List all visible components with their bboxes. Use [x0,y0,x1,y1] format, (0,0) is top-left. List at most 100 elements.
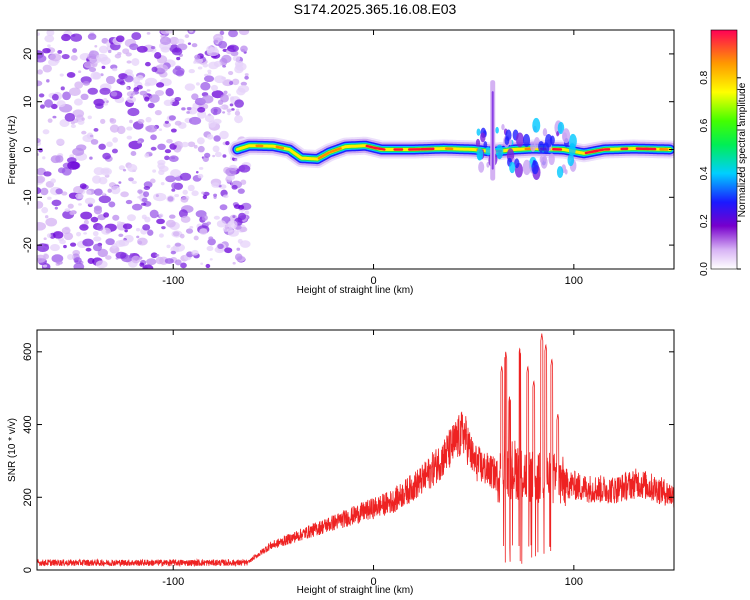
noise-blob [110,185,121,195]
noise-blob [232,215,236,219]
noise-blob [38,147,43,153]
noise-blob [220,94,229,103]
noise-blob [79,183,87,189]
turbulence-blob [556,166,564,178]
noise-blob [109,124,120,133]
noise-blob [232,55,241,62]
noise-blob [240,179,247,185]
noise-blob [52,115,57,119]
noise-blob [108,201,116,208]
noise-blob [199,228,208,235]
noise-blob [47,118,53,123]
noise-blob [194,54,201,60]
noise-blob [126,60,132,64]
noise-blob [144,61,151,67]
noise-blob [144,216,151,223]
noise-blob [180,215,191,223]
noise-blob [188,68,195,74]
noise-blob [105,229,110,234]
noise-blob [75,193,84,199]
noise-blob [41,207,49,214]
noise-blob [169,36,180,45]
noise-blob [189,226,194,229]
noise-blob [84,197,96,205]
noise-blob [83,232,88,235]
noise-blob [61,33,71,42]
noise-blob [47,44,51,48]
noise-blob [70,124,76,129]
noise-blob [145,116,152,123]
noise-blob [211,90,224,99]
noise-blob [137,140,142,144]
noise-blob [231,184,238,190]
noise-blob [85,247,92,252]
noise-blob [124,229,128,233]
noise-blob [49,243,60,252]
noise-blob [116,78,125,85]
noise-blob [52,231,64,239]
turbulence-blob [564,169,568,175]
noise-blob [42,264,48,268]
noise-blob [112,214,120,221]
noise-blob [202,191,210,196]
noise-blob [127,107,140,117]
noise-blob [99,87,111,95]
noise-blob [81,117,85,121]
noise-blob [228,71,234,76]
noise-blob [83,61,95,69]
noise-blob [211,182,220,188]
snr-panel: -100 0 100 0 200 400 600 Height of straight li… [7,329,675,596]
noise-blob [221,54,232,64]
noise-blob [37,254,47,263]
snr-frame [36,329,675,571]
noise-blob [150,146,157,151]
turbulence-blob [542,142,550,155]
noise-blob [129,43,139,51]
noise-blob [70,33,83,42]
snr-ylabel: SNR (10 * v/v) [7,418,18,482]
noise-blob [168,155,179,163]
noise-blob [126,96,137,103]
noise-blob [50,178,56,184]
noise-blob [43,171,52,177]
noise-blob [118,233,124,238]
turbulence-blob [515,132,524,148]
noise-blob [130,151,137,157]
noise-blob [89,156,93,160]
noise-blob [227,112,231,116]
noise-blob [144,153,150,158]
noise-blob [154,90,165,96]
noise-blob [149,94,160,103]
noise-blob [38,93,45,98]
noise-blob [92,231,99,237]
noise-blob [234,65,244,74]
noise-blob [188,30,194,33]
snr-ytick-label: 600 [22,343,34,361]
noise-blob [90,139,99,145]
noise-blob [238,164,251,173]
noise-blob [111,67,118,72]
noise-blob [101,65,106,69]
noise-blob [93,127,99,132]
turbulence-blob [508,139,513,146]
chart-title: S174.2025.365.16.08.E03 [294,1,457,17]
noise-blob [235,108,240,112]
noise-blob [154,110,162,116]
noise-blob [146,258,157,266]
turbulence-blob [480,132,486,143]
noise-blob [44,99,53,108]
noise-blob [79,224,89,231]
noise-blob [92,72,102,80]
noise-blob [147,102,155,109]
noise-blob [127,164,138,173]
noise-blob [135,227,141,232]
noise-blob [115,251,127,259]
noise-blob [44,34,55,43]
turbulence-blob [485,146,491,156]
noise-blob [37,221,47,231]
noise-blob [206,45,214,54]
noise-blob [151,66,158,73]
noise-blob [188,116,202,125]
turbulence-blob [509,161,516,174]
noise-blob [95,53,108,62]
